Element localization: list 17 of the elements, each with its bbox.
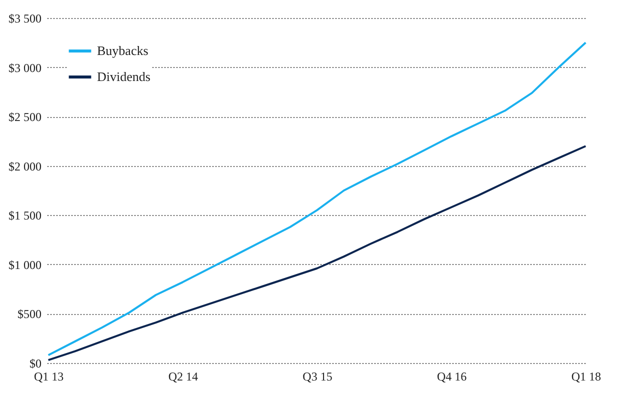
x-tick-label: Q1 18 xyxy=(571,370,601,384)
x-tick-label: Q4 16 xyxy=(436,370,467,384)
x-tick-label: Q1 13 xyxy=(34,370,64,384)
y-tick-label: $2 500 xyxy=(8,110,42,124)
y-tick-label: $0 xyxy=(30,356,42,370)
legend-label: Dividends xyxy=(97,69,150,84)
y-tick-label: $3 000 xyxy=(8,60,42,75)
y-tick-label: $2 000 xyxy=(8,159,42,174)
y-tick-label: $500 xyxy=(18,307,42,322)
line-series xyxy=(47,145,587,362)
x-tick-label: Q3 15 xyxy=(302,370,332,384)
y-tick-label: $1 000 xyxy=(8,258,42,272)
legend-label: Buybacks xyxy=(97,43,148,58)
x-tick-label: Q2 14 xyxy=(168,370,198,384)
line-series xyxy=(47,42,587,356)
y-tick-label: $1 500 xyxy=(8,208,42,223)
y-tick-label: $3 500 xyxy=(8,12,42,26)
